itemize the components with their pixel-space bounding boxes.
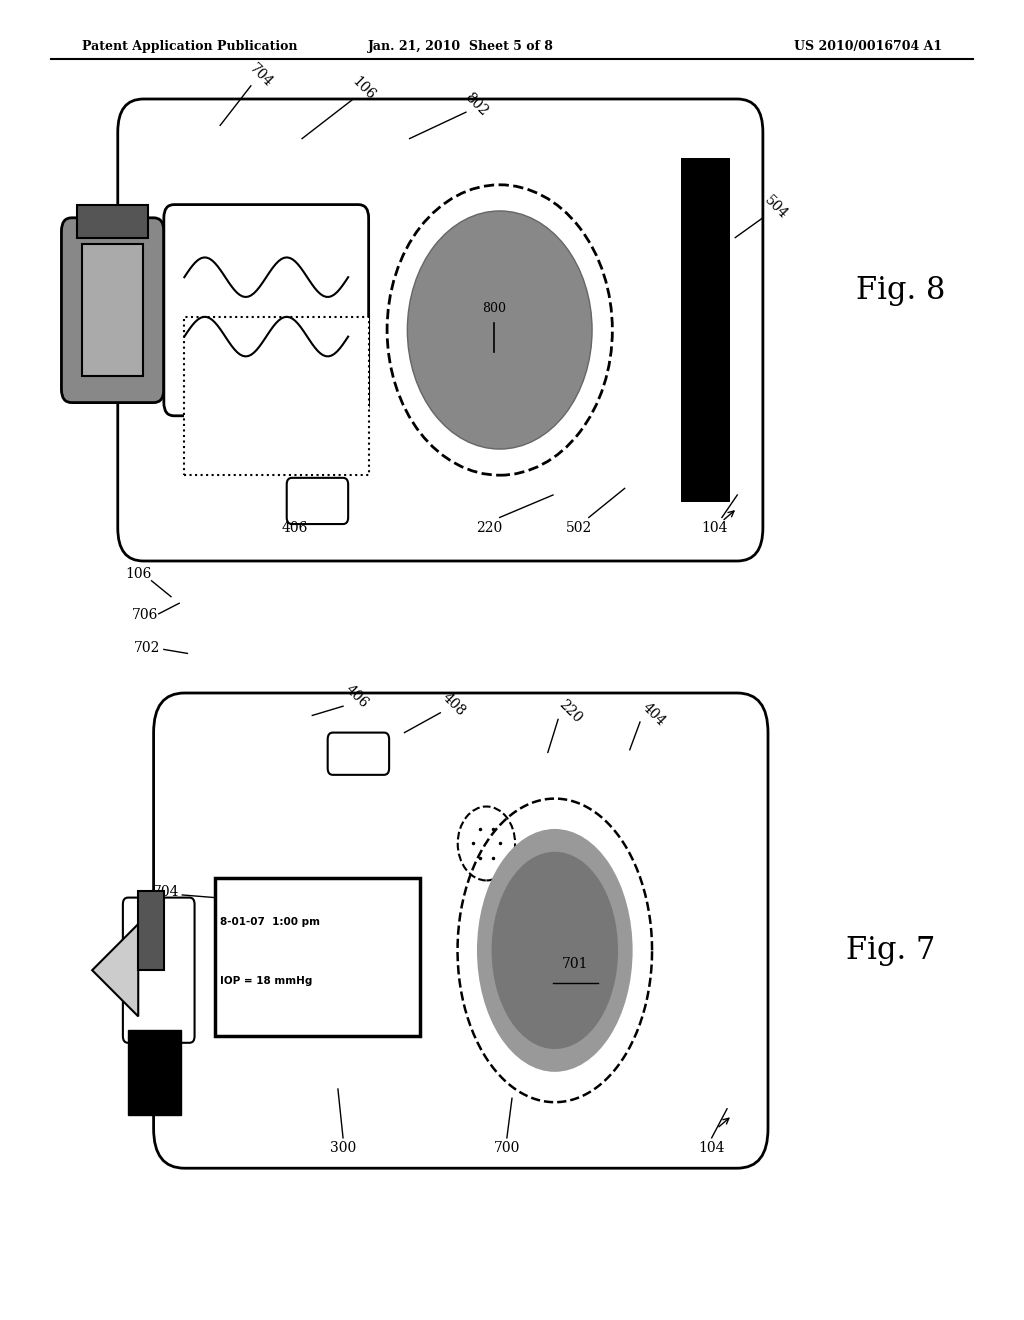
- Circle shape: [458, 807, 515, 880]
- Text: Jan. 21, 2010  Sheet 5 of 8: Jan. 21, 2010 Sheet 5 of 8: [368, 40, 554, 53]
- Text: 106: 106: [125, 568, 152, 581]
- Bar: [128, 1030, 181, 1115]
- Text: 800: 800: [482, 302, 506, 314]
- Text: 706: 706: [97, 341, 124, 354]
- Text: 106: 106: [349, 74, 378, 103]
- Text: 504: 504: [762, 193, 791, 222]
- Text: 704: 704: [153, 886, 179, 899]
- Bar: [138, 891, 164, 970]
- Polygon shape: [92, 924, 138, 1016]
- Ellipse shape: [492, 851, 618, 1049]
- FancyBboxPatch shape: [61, 218, 164, 403]
- Text: 404: 404: [639, 700, 668, 729]
- Text: 701: 701: [562, 957, 589, 970]
- Text: 702: 702: [134, 642, 161, 655]
- FancyBboxPatch shape: [164, 205, 369, 416]
- Text: 706: 706: [132, 609, 159, 622]
- Bar: [82, 244, 143, 376]
- Text: 406: 406: [282, 521, 308, 535]
- Text: IOP = 18 mmHg: IOP = 18 mmHg: [220, 975, 312, 986]
- FancyBboxPatch shape: [123, 898, 195, 1043]
- Text: Fig. 7: Fig. 7: [846, 935, 936, 966]
- Text: 104: 104: [701, 521, 728, 535]
- Text: 702: 702: [86, 246, 115, 275]
- Text: 802: 802: [462, 90, 490, 119]
- FancyBboxPatch shape: [328, 733, 389, 775]
- Text: 220: 220: [476, 521, 503, 535]
- Circle shape: [408, 211, 592, 449]
- Text: US 2010/0016704 A1: US 2010/0016704 A1: [794, 40, 942, 53]
- Text: 300: 300: [330, 1142, 356, 1155]
- Text: Patent Application Publication: Patent Application Publication: [82, 40, 297, 53]
- Bar: [184, 317, 369, 475]
- Ellipse shape: [477, 829, 633, 1072]
- Text: 704: 704: [247, 61, 275, 90]
- Text: 220: 220: [556, 697, 585, 726]
- Text: 502: 502: [565, 521, 592, 535]
- FancyBboxPatch shape: [287, 478, 348, 524]
- FancyBboxPatch shape: [118, 99, 763, 561]
- Text: 8-01-07  1:00 pm: 8-01-07 1:00 pm: [220, 917, 321, 927]
- Text: Fig. 8: Fig. 8: [856, 275, 946, 306]
- Bar: [681, 158, 730, 502]
- Text: 700: 700: [494, 1142, 520, 1155]
- Bar: [215, 878, 420, 1036]
- Text: 408: 408: [439, 690, 468, 719]
- Bar: [77, 205, 148, 238]
- Text: 406: 406: [342, 682, 371, 711]
- Circle shape: [387, 185, 612, 475]
- FancyBboxPatch shape: [154, 693, 768, 1168]
- Text: 104: 104: [698, 1142, 725, 1155]
